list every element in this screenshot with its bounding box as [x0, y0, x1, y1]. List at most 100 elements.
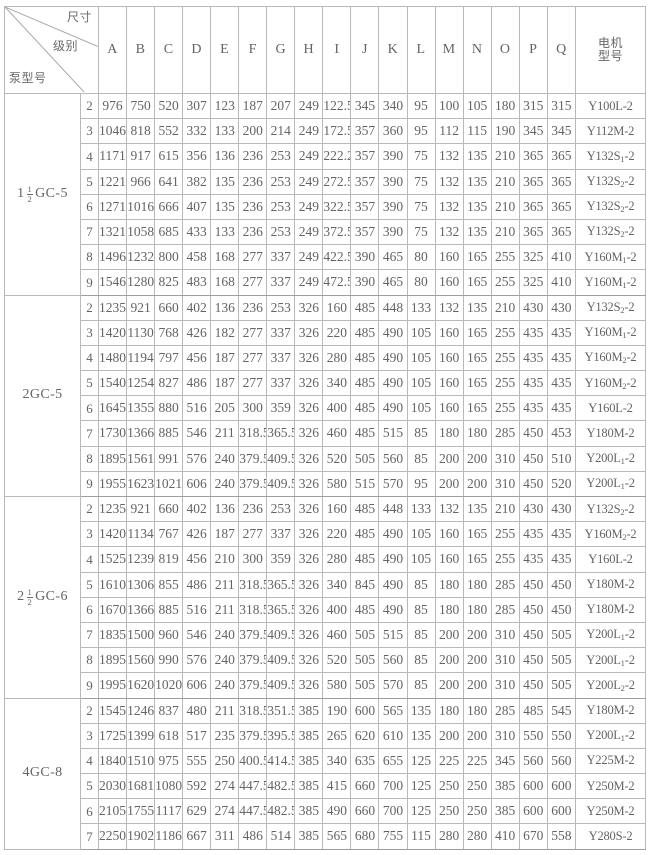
dimension-cell-I: 520	[322, 445, 352, 472]
table-row: 6 1670 1366 885 516 211 318.5 365.5 326 400 485 490…	[5, 596, 646, 623]
dimension-cell-H: 249	[294, 193, 324, 220]
dimension-cell-B: 1306	[126, 571, 156, 598]
dimension-cell-C: 660	[154, 294, 184, 321]
dimension-cell-J: 485	[350, 395, 380, 422]
table-row: 8 1496 1232 800 458 168 277 337 249 422.5 390 465 80…	[5, 244, 646, 271]
dimension-cell-C: 660	[154, 495, 184, 523]
dimension-cell-Q: 365	[546, 168, 577, 195]
motor-model-cell: Y200L1-2	[575, 647, 646, 674]
dimension-cell-F: 379.5	[238, 470, 268, 498]
dimension-cell-D: 382	[182, 168, 212, 195]
dimension-cell-E: 187	[210, 370, 240, 397]
dimension-cell-N: 200	[462, 672, 492, 699]
motor-model-cell: Y160L-2	[575, 395, 646, 422]
dimension-cell-G: 214	[266, 118, 296, 145]
dimension-cell-N: 135	[462, 218, 492, 246]
stage-cell: 2	[80, 697, 99, 724]
dimension-cell-N: 200	[462, 445, 492, 472]
dimension-cell-I: 340	[322, 571, 352, 598]
dimension-cell-J: 485	[350, 596, 380, 623]
dimension-cell-O: 310	[490, 470, 520, 498]
motor-model-cell: Y132S2-2	[575, 168, 646, 195]
table-row: 5 1221 966 641 382 135 236 253 249 272.5 357 390 75 1…	[5, 168, 646, 195]
dimension-cell-B: 750	[126, 92, 156, 120]
dimension-cell-D: 516	[182, 395, 212, 422]
dimension-cell-A: 1496	[97, 244, 128, 271]
dimension-cell-H: 326	[294, 370, 324, 397]
dimension-cell-Q: 505	[546, 621, 577, 649]
column-header-J: J	[350, 6, 380, 94]
dimension-cell-E: 250	[210, 747, 240, 775]
dimension-cell-J: 357	[350, 168, 380, 195]
dimension-cell-C: 520	[154, 92, 184, 120]
dimension-cell-M: 180	[434, 596, 464, 623]
dimension-cell-P: 435	[518, 370, 548, 397]
dimension-cell-B: 1254	[126, 370, 156, 397]
dimension-cell-K: 610	[378, 722, 408, 749]
dimension-cell-A: 1645	[97, 395, 128, 422]
motor-model-cell: Y200L1-2	[575, 445, 646, 472]
dimension-cell-H: 385	[294, 747, 324, 775]
dimension-cell-O: 285	[490, 571, 520, 598]
dimension-cell-M: 112	[434, 118, 464, 145]
table-row: 9 1995 1620 1020 606 240 379.5 409.5 326 580 505 57…	[5, 672, 646, 699]
motor-header-line1: 电机	[597, 36, 623, 51]
dimension-cell-F: 318.5	[238, 571, 268, 598]
dimension-cell-P: 450	[518, 647, 548, 674]
stage-cell: 5	[80, 571, 99, 598]
dimension-cell-L: 105	[406, 319, 436, 346]
dimension-cell-F: 236	[238, 218, 268, 246]
dimension-cell-I: 490	[322, 798, 352, 825]
stage-cell: 7	[80, 420, 99, 447]
dimension-cell-H: 249	[294, 168, 324, 195]
dimension-cell-M: 200	[434, 722, 464, 749]
dimension-cell-O: 410	[490, 823, 520, 850]
dimension-cell-G: 337	[266, 370, 296, 397]
dimension-cell-N: 135	[462, 294, 492, 321]
dimension-cell-E: 168	[210, 244, 240, 271]
dimension-cell-J: 660	[350, 773, 380, 800]
dimension-cell-O: 310	[490, 621, 520, 649]
dimension-cell-F: 187	[238, 92, 268, 120]
table-row: 6 2105 1755 1117 629 274 447.5 482.5 385 490 660 70…	[5, 798, 646, 825]
dimension-cell-K: 565	[378, 697, 408, 724]
stage-cell: 4	[80, 747, 99, 775]
dimension-cell-B: 1366	[126, 596, 156, 623]
dimension-cell-F: 236	[238, 193, 268, 220]
stage-cell: 6	[80, 395, 99, 422]
dimension-cell-H: 249	[294, 118, 324, 145]
dimension-cell-Q: 505	[546, 672, 577, 699]
dimension-cell-D: 456	[182, 344, 212, 372]
dimension-cell-B: 921	[126, 495, 156, 523]
dimension-cell-F: 277	[238, 319, 268, 346]
dimension-cell-I: 222.2	[322, 143, 352, 170]
table-row: 4GC-8 2 1545 1246 837 480 211 318.5 351.5 385 190 6…	[4, 697, 646, 850]
dimension-cell-Q: 600	[546, 798, 577, 825]
dimension-cell-Q: 365	[546, 193, 577, 220]
dimension-cell-H: 385	[294, 798, 324, 825]
dimension-cell-F: 236	[238, 143, 268, 170]
column-header-H: H	[294, 6, 324, 94]
dimension-cell-J: 680	[350, 823, 380, 850]
motor-model-cell: Y160M2-2	[575, 521, 646, 548]
column-header-E: E	[210, 6, 240, 94]
dimension-cell-B: 1246	[126, 697, 156, 724]
dimension-cell-F: 236	[238, 495, 268, 523]
dimension-cell-F: 277	[238, 244, 268, 271]
dimension-cell-A: 1420	[97, 319, 128, 346]
dimension-cell-C: 1021	[154, 470, 184, 498]
dimension-cell-D: 426	[182, 521, 212, 548]
dimension-cell-H: 385	[294, 722, 324, 749]
stage-cell: 8	[80, 244, 99, 271]
dimension-cell-M: 160	[434, 344, 464, 372]
dimension-cell-A: 1670	[97, 596, 128, 623]
dimension-cell-I: 340	[322, 747, 352, 775]
dimension-cell-J: 485	[350, 420, 380, 447]
dimension-cell-K: 560	[378, 647, 408, 674]
dimension-cell-K: 490	[378, 344, 408, 372]
dimension-cell-A: 1545	[97, 697, 128, 724]
dimension-cell-B: 1560	[126, 647, 156, 674]
table-row: 5 1540 1254 827 486 187 277 337 326 340 485 490 105 1…	[5, 370, 646, 397]
dimension-cell-N: 200	[462, 621, 492, 649]
dimension-cell-O: 285	[490, 596, 520, 623]
